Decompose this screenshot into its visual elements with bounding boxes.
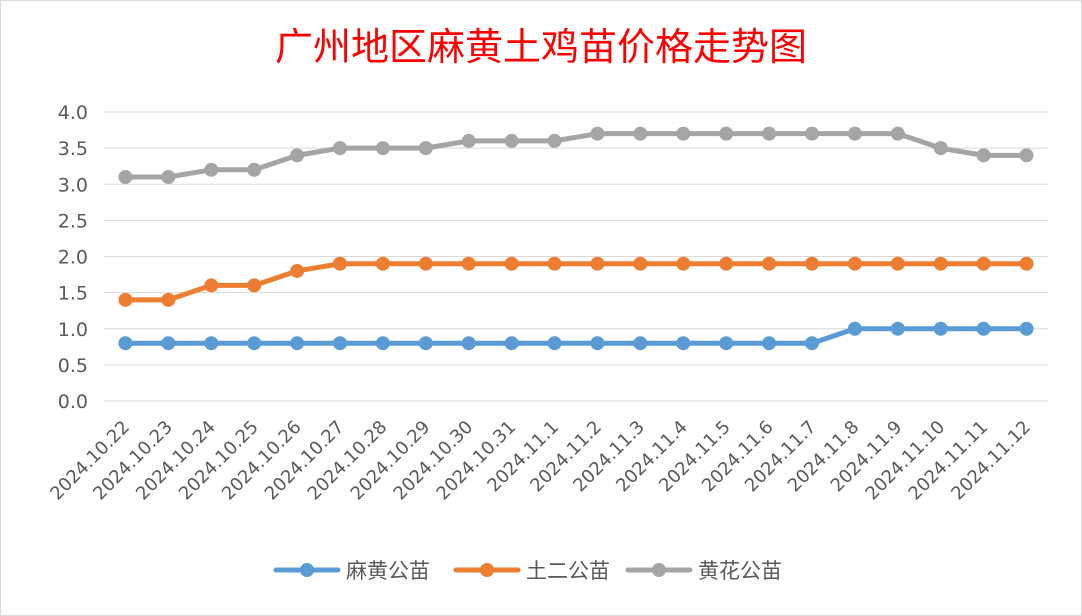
data-point — [676, 126, 691, 141]
legend-label: 土二公苗 — [526, 559, 610, 583]
y-tick-label: 3.0 — [58, 174, 88, 196]
data-point — [805, 256, 819, 271]
legend-item: 土二公苗 — [453, 559, 610, 583]
data-point — [247, 336, 262, 351]
data-point — [161, 170, 176, 185]
data-point — [890, 321, 905, 336]
data-point — [590, 336, 605, 351]
data-point — [375, 336, 390, 351]
data-point — [418, 141, 433, 156]
data-point — [805, 126, 819, 141]
series-lines — [118, 126, 1034, 351]
data-point — [161, 292, 176, 307]
data-point — [504, 336, 519, 351]
y-tick-label: 1.0 — [58, 319, 88, 341]
data-point — [547, 256, 562, 271]
data-point — [933, 256, 948, 271]
data-point — [1019, 148, 1034, 163]
data-point — [633, 126, 648, 141]
data-point — [118, 292, 133, 307]
data-point — [933, 321, 948, 336]
legend-marker — [652, 563, 666, 577]
data-point — [504, 256, 519, 271]
data-point — [290, 263, 305, 278]
legend-label: 麻黄公苗 — [346, 559, 430, 583]
series-group — [118, 126, 1034, 185]
gridlines — [104, 111, 1048, 402]
data-point — [418, 256, 433, 271]
data-point — [1019, 321, 1034, 336]
data-point — [719, 336, 734, 351]
data-point — [418, 336, 433, 351]
series-group — [118, 256, 1034, 307]
data-point — [976, 321, 991, 336]
data-point — [633, 336, 648, 351]
data-point — [676, 256, 691, 271]
data-point — [333, 141, 347, 156]
x-axis-ticks: 2024.10.222024.10.232024.10.242024.10.25… — [46, 417, 1035, 505]
data-point — [461, 133, 476, 148]
data-point — [547, 133, 562, 148]
data-point — [762, 336, 777, 351]
data-point — [461, 256, 476, 271]
data-point — [676, 336, 691, 351]
data-point — [204, 278, 219, 293]
data-point — [461, 336, 476, 351]
series-line — [122, 131, 1030, 180]
y-tick-label: 0.0 — [58, 391, 88, 413]
data-point — [976, 148, 991, 163]
data-point — [375, 141, 390, 156]
data-point — [118, 336, 133, 351]
data-point — [333, 336, 347, 351]
data-point — [762, 126, 777, 141]
data-point — [504, 133, 519, 148]
data-point — [590, 256, 605, 271]
data-point — [204, 162, 219, 177]
legend-item: 麻黄公苗 — [273, 559, 430, 583]
data-point — [890, 256, 905, 271]
y-tick-label: 2.5 — [58, 210, 88, 232]
data-point — [719, 126, 734, 141]
data-point — [547, 336, 562, 351]
data-point — [247, 278, 262, 293]
data-point — [847, 126, 862, 141]
legend-label: 黄花公苗 — [698, 559, 782, 583]
data-point — [290, 148, 305, 163]
chart-title: 广州地区麻黄土鸡苗价格走势图 — [275, 25, 807, 69]
data-point — [847, 321, 862, 336]
data-point — [118, 170, 133, 185]
data-point — [762, 256, 777, 271]
legend-item: 黄花公苗 — [625, 559, 782, 583]
data-point — [805, 336, 819, 351]
legend: 麻黄公苗 土二公苗 黄花公苗 — [273, 559, 782, 583]
series-line — [122, 261, 1030, 303]
y-tick-label: 3.5 — [58, 138, 88, 160]
data-point — [847, 256, 862, 271]
data-point — [719, 256, 734, 271]
data-point — [933, 141, 948, 156]
y-tick-label: 0.5 — [58, 355, 88, 377]
data-point — [976, 256, 991, 271]
y-axis-ticks: 0.0 0.5 1.0 1.5 2.0 2.5 3.0 3.5 4.0 — [58, 102, 88, 413]
data-point — [1019, 256, 1034, 271]
data-point — [633, 256, 648, 271]
data-point — [247, 162, 262, 177]
series-group — [118, 321, 1034, 351]
y-tick-label: 2.0 — [58, 247, 88, 269]
legend-marker — [480, 563, 494, 577]
data-point — [375, 256, 390, 271]
data-point — [290, 336, 305, 351]
legend-marker — [300, 563, 314, 577]
data-point — [161, 336, 176, 351]
data-point — [590, 126, 605, 141]
data-point — [333, 256, 347, 271]
y-tick-label: 4.0 — [58, 102, 88, 124]
data-point — [890, 126, 905, 141]
y-tick-label: 1.5 — [58, 283, 88, 305]
series-line — [122, 326, 1030, 346]
data-point — [204, 336, 219, 351]
